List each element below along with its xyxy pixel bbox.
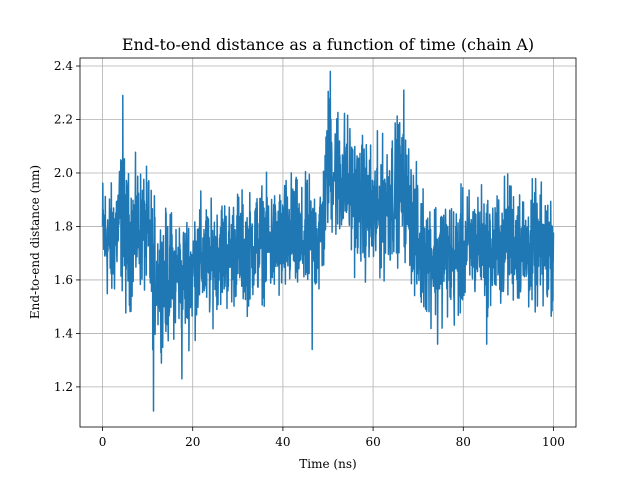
x-tick-label: 80	[456, 435, 471, 449]
y-tick-label: 1.4	[54, 326, 73, 340]
x-tick-label: 40	[275, 435, 290, 449]
plot-frame	[79, 57, 577, 428]
x-tick-label: 60	[365, 435, 380, 449]
series-group	[101, 70, 555, 412]
x-ticks: 0 20 40 60 80 100	[99, 427, 565, 449]
y-tick-label: 2.4	[54, 59, 73, 73]
y-tick-label: 1.2	[54, 380, 73, 394]
x-tick-label: 0	[99, 435, 107, 449]
chart-title: End-to-end distance as a function of tim…	[122, 35, 534, 54]
series-line	[101, 70, 555, 412]
x-tick-label: 100	[542, 435, 565, 449]
x-tick-label: 20	[185, 435, 200, 449]
y-tick-label: 2.2	[54, 113, 73, 127]
y-tick-label: 1.6	[54, 273, 73, 287]
y-tick-label: 2.0	[54, 166, 73, 180]
y-ticks: 1.2 1.4 1.6 1.8 2.0 2.2 2.4	[54, 59, 80, 394]
x-axis-label: Time (ns)	[299, 457, 356, 471]
y-axis-label: End-to-end distance (nm)	[28, 165, 42, 319]
y-tick-label: 1.8	[54, 219, 73, 233]
